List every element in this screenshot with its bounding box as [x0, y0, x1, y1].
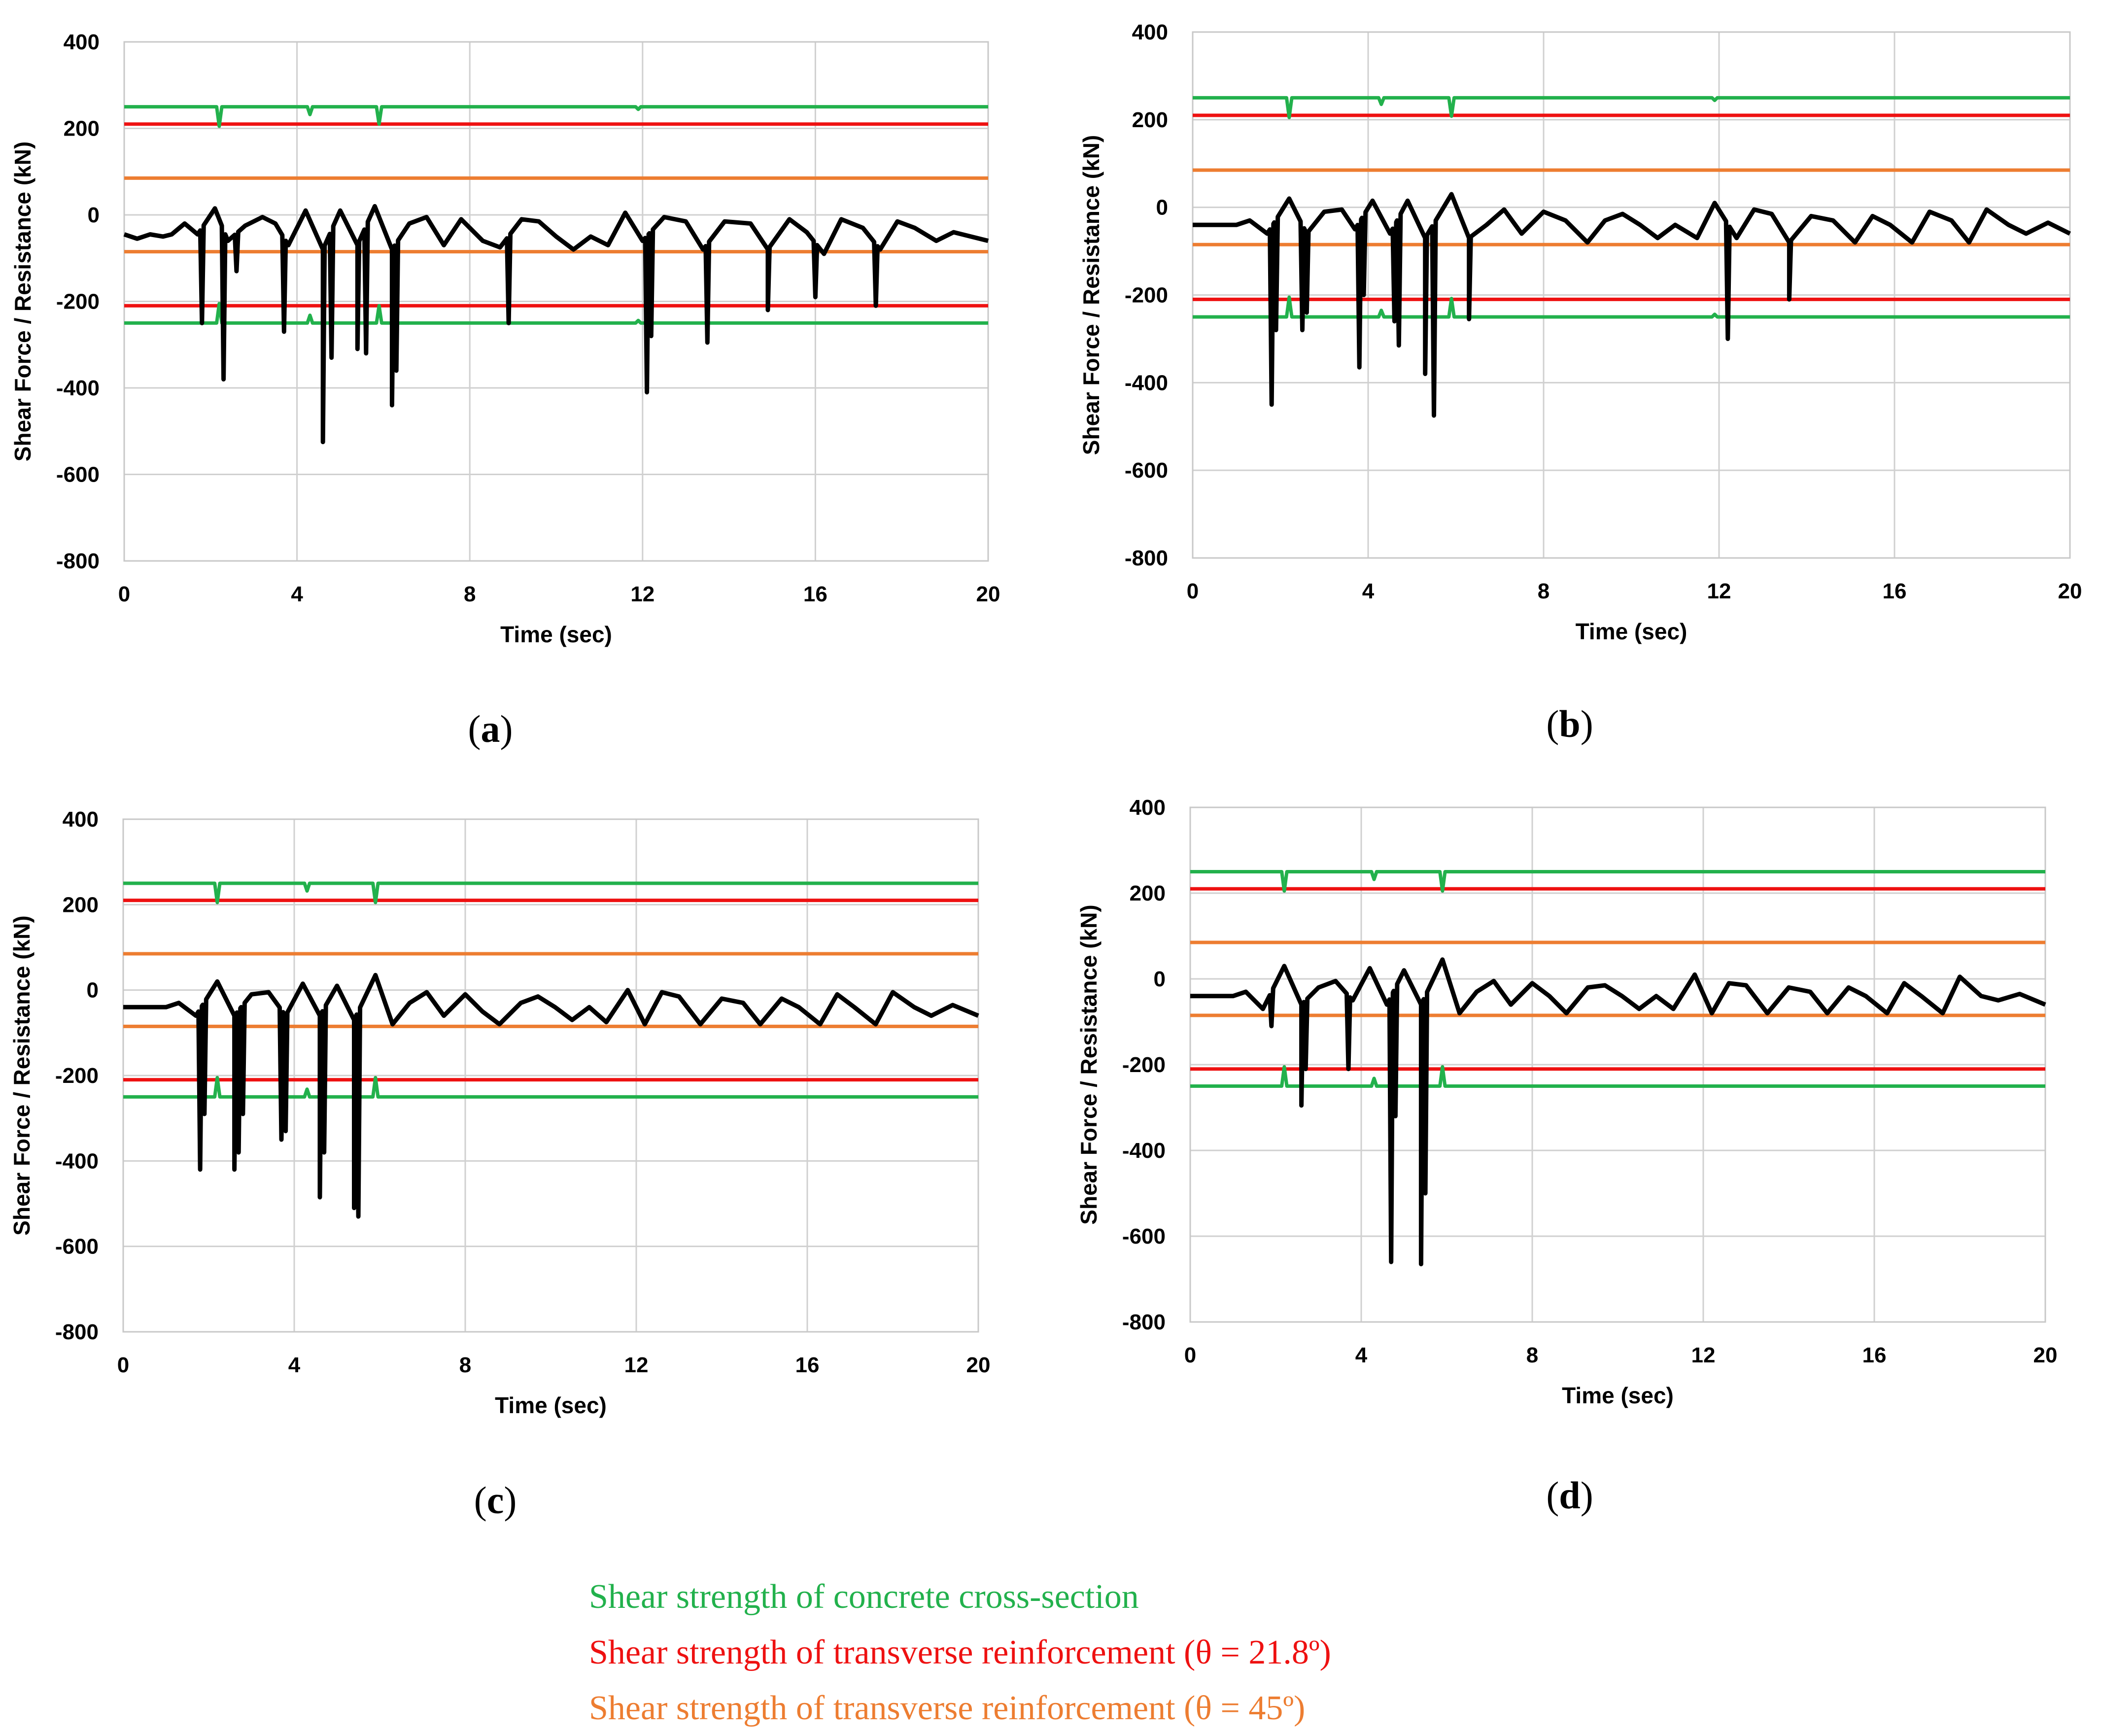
- chart-panel-c: 400 200 0 -200 -400 -600 -800 0 4 8 12 16 20 Time (se…: [9, 807, 990, 1418]
- y-tick-label: -200: [1125, 283, 1168, 308]
- y-tick-label: -600: [1122, 1224, 1166, 1249]
- series-shear-force-response: [1190, 957, 2046, 1267]
- legend-entry-rebar-45: Shear strength of transverse reinforceme…: [589, 1689, 1305, 1727]
- y-axis-label: Shear Force / Resistance (kN): [1076, 904, 1102, 1224]
- x-tick-label: 8: [1538, 579, 1550, 603]
- x-tick-label: 20: [976, 582, 1000, 606]
- series-shear-force-response: [123, 204, 989, 445]
- x-tick-label: 12: [1707, 579, 1731, 603]
- legend-entry-rebar-21-8: Shear strength of transverse reinforceme…: [589, 1633, 1331, 1671]
- series-shear-force-response: [123, 972, 979, 1219]
- y-tick-label: -800: [1122, 1310, 1166, 1334]
- y-tick-label: 400: [1132, 20, 1168, 44]
- plot-area: [122, 818, 979, 1333]
- legend: Shear strength of concrete cross-section…: [589, 1578, 1331, 1727]
- x-tick-label: 8: [459, 1353, 471, 1377]
- y-tick-label: 0: [87, 978, 99, 1003]
- y-tick-label: 0: [1154, 967, 1166, 991]
- x-tick-label: 4: [288, 1353, 301, 1377]
- y-axis-label: Shear Force / Resistance (kN): [1078, 135, 1104, 455]
- series-concrete-positive: [1193, 96, 2070, 119]
- y-tick-label: -800: [55, 1320, 99, 1344]
- series-concrete-positive: [1190, 870, 2045, 893]
- plot-area: [1192, 31, 2071, 559]
- series-concrete-negative: [1193, 295, 2070, 319]
- chart-panel-a: 400 200 0 -200 -400 -600 -800 0 4 8 12 16 20 Time (se…: [10, 30, 1000, 647]
- plot-area: [123, 41, 989, 562]
- y-tick-label: 0: [1156, 196, 1168, 220]
- y-tick-label: -400: [56, 376, 100, 400]
- series-concrete-negative: [123, 1076, 978, 1099]
- x-tick-label: 12: [630, 582, 654, 606]
- x-tick-label: 12: [624, 1353, 649, 1377]
- panel-label-a: (a): [468, 707, 513, 750]
- x-tick-label: 20: [2033, 1343, 2058, 1367]
- y-tick-label: -200: [56, 290, 100, 314]
- y-tick-label: 400: [1130, 796, 1166, 820]
- y-tick-label: -400: [1125, 371, 1168, 395]
- y-tick-label: 200: [1132, 108, 1168, 132]
- series-concrete-positive: [124, 105, 988, 128]
- x-tick-label: 8: [1526, 1343, 1538, 1367]
- y-tick-label: -400: [1122, 1139, 1166, 1163]
- y-tick-label: 200: [63, 893, 99, 917]
- y-tick-label: -600: [55, 1235, 99, 1259]
- x-tick-label: 8: [464, 582, 476, 606]
- y-tick-label: -200: [1122, 1053, 1166, 1077]
- plot-area: [1189, 806, 2046, 1323]
- panel-label-b: (b): [1546, 702, 1593, 745]
- series-concrete-positive: [123, 881, 978, 904]
- y-axis-label: Shear Force / Resistance (kN): [10, 141, 35, 461]
- x-tick-label: 20: [2058, 579, 2082, 603]
- series-shear-force-response: [1193, 192, 2071, 418]
- x-axis-label: Time (sec): [500, 622, 612, 647]
- y-tick-label: 400: [63, 807, 99, 832]
- x-tick-label: 20: [966, 1353, 991, 1377]
- y-tick-label: 0: [88, 203, 100, 227]
- panel-label-c: (c): [474, 1479, 517, 1522]
- x-axis-label: Time (sec): [1576, 619, 1688, 644]
- chart-panel-d: 400 200 0 -200 -400 -600 -800 0 4 8 12 16 20 Time (se…: [1076, 796, 2057, 1408]
- x-tick-label: 12: [1691, 1343, 1716, 1367]
- x-axis-label: Time (sec): [1562, 1383, 1674, 1408]
- y-tick-label: -600: [56, 463, 100, 487]
- y-tick-label: -400: [55, 1149, 99, 1173]
- x-tick-label: 0: [118, 582, 130, 606]
- y-tick-label: -200: [55, 1064, 99, 1088]
- y-axis-label: Shear Force / Resistance (kN): [9, 915, 34, 1235]
- x-tick-label: 16: [1883, 579, 1907, 603]
- chart-panel-b: 400 200 0 -200 -400 -600 -800 0 4 8 12 16 20 Time (se…: [1078, 20, 2082, 644]
- x-tick-label: 4: [291, 582, 303, 606]
- x-tick-label: 16: [1862, 1343, 1887, 1367]
- panel-label-d: (d): [1546, 1474, 1593, 1517]
- y-tick-label: -800: [1125, 546, 1168, 570]
- legend-entry-concrete: Shear strength of concrete cross-section: [589, 1578, 1139, 1616]
- series-concrete-negative: [1190, 1065, 2045, 1088]
- y-tick-label: 200: [1130, 881, 1166, 905]
- x-axis-label: Time (sec): [495, 1392, 607, 1418]
- x-tick-label: 0: [1184, 1343, 1196, 1367]
- x-tick-label: 4: [1362, 579, 1375, 603]
- series-concrete-negative: [124, 302, 988, 325]
- x-tick-label: 0: [1187, 579, 1199, 603]
- x-tick-label: 4: [1355, 1343, 1368, 1367]
- x-tick-label: 16: [795, 1353, 820, 1377]
- y-tick-label: 400: [64, 30, 100, 54]
- y-tick-label: -600: [1125, 458, 1168, 483]
- y-tick-label: 200: [64, 117, 100, 141]
- x-tick-label: 0: [117, 1353, 129, 1377]
- x-tick-label: 16: [803, 582, 827, 606]
- y-tick-label: -800: [56, 549, 100, 573]
